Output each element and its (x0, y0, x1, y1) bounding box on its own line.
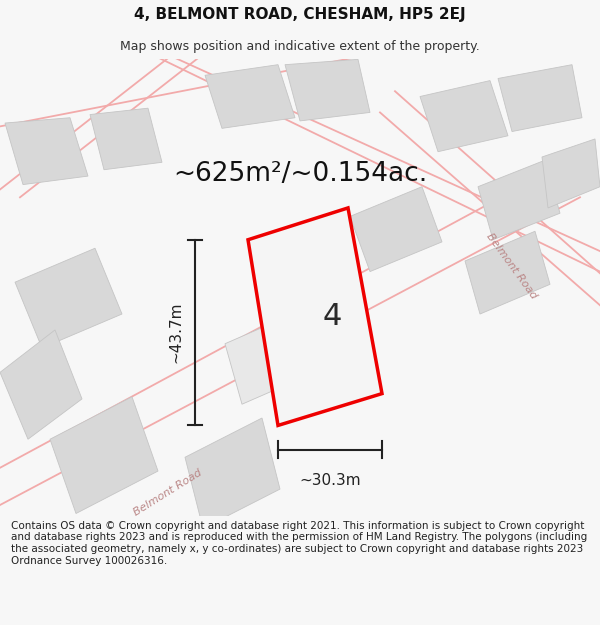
Polygon shape (50, 397, 158, 514)
Polygon shape (225, 312, 315, 404)
Polygon shape (265, 231, 350, 312)
Polygon shape (205, 64, 295, 128)
Text: ~43.7m: ~43.7m (168, 302, 183, 363)
Text: Contains OS data © Crown copyright and database right 2021. This information is : Contains OS data © Crown copyright and d… (11, 521, 587, 566)
Text: Map shows position and indicative extent of the property.: Map shows position and indicative extent… (120, 40, 480, 52)
Text: 4, BELMONT ROAD, CHESHAM, HP5 2EJ: 4, BELMONT ROAD, CHESHAM, HP5 2EJ (134, 8, 466, 22)
Text: ~625m²/~0.154ac.: ~625m²/~0.154ac. (173, 161, 427, 187)
Polygon shape (90, 108, 162, 170)
Polygon shape (5, 118, 88, 184)
Polygon shape (542, 139, 600, 208)
Polygon shape (420, 81, 508, 152)
Polygon shape (285, 59, 370, 121)
Text: Belmont Road: Belmont Road (132, 468, 204, 518)
Polygon shape (350, 187, 442, 272)
Polygon shape (15, 248, 122, 348)
Polygon shape (0, 330, 82, 439)
Polygon shape (498, 64, 582, 131)
Text: 4: 4 (322, 302, 341, 331)
Polygon shape (248, 208, 382, 426)
Polygon shape (478, 160, 560, 240)
Polygon shape (465, 231, 550, 314)
Text: Belmont Road: Belmont Road (485, 231, 539, 301)
Text: ~30.3m: ~30.3m (299, 473, 361, 488)
Polygon shape (185, 418, 280, 528)
